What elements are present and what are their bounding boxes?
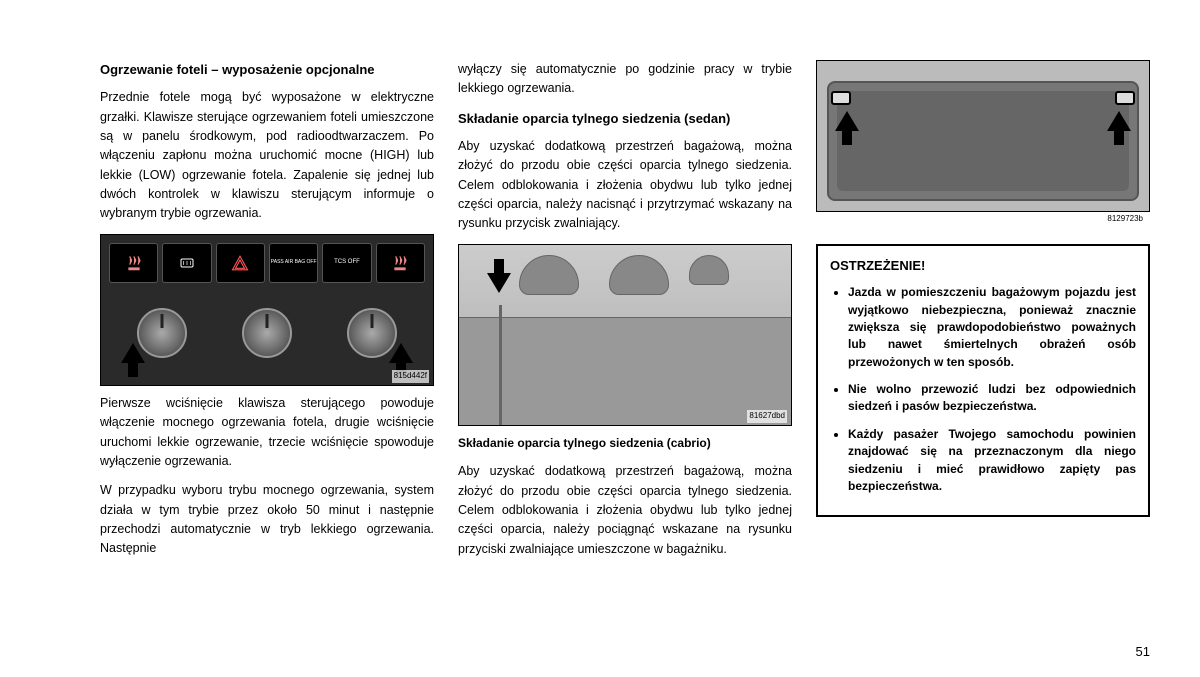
figure-rear-seat: 81627dbd <box>458 244 792 426</box>
heading-heated-seats: Ogrzewanie foteli – wyposażenie opcjonal… <box>100 60 434 80</box>
seat-heat-right-button <box>376 243 425 283</box>
page-columns: Ogrzewanie foteli – wyposażenie opcjonal… <box>100 60 1150 569</box>
arrow-up-icon <box>835 111 859 145</box>
paragraph: wyłączy się automatycznie po godzinie pr… <box>458 60 792 99</box>
airbag-off-button: PASS AIR BAG OFF <box>269 243 318 283</box>
column-1: Ogrzewanie foteli – wyposażenie opcjonal… <box>100 60 434 569</box>
warning-item: Jazda w pomieszczeniu bagażowym pojazdu … <box>848 284 1136 371</box>
paragraph: Pierwsze wciśnięcie klawisza sterującego… <box>100 394 434 472</box>
paragraph: Aby uzyskać dodatkową przestrzeń bagażow… <box>458 462 792 559</box>
figure-ref: 815d442f <box>392 370 429 382</box>
page-number: 51 <box>1136 644 1150 659</box>
heading-fold-seat-sedan: Składanie oparcia tylnego siedzenia (sed… <box>458 109 792 129</box>
warning-list: Jazda w pomieszczeniu bagażowym pojazdu … <box>830 284 1136 495</box>
paragraph: Aby uzyskać dodatkową przestrzeń bagażow… <box>458 137 792 234</box>
column-3: 8129723b OSTRZEŻENIE! Jazda w pomieszcze… <box>816 60 1150 569</box>
warning-item: Nie wolno przewozić ludzi bez odpowiedni… <box>848 381 1136 416</box>
tcs-off-button: TCS OFF <box>322 243 371 283</box>
figure-caption: Składanie oparcia tylnego siedzenia (cab… <box>458 434 792 453</box>
paragraph: W przypadku wyboru trybu mocnego ogrzewa… <box>100 481 434 559</box>
dial-center <box>242 308 292 358</box>
column-2: wyłączy się automatycznie po godzinie pr… <box>458 60 792 569</box>
hazard-button <box>216 243 265 283</box>
warning-title: OSTRZEŻENIE! <box>830 256 1136 276</box>
warning-box: OSTRZEŻENIE! Jazda w pomieszczeniu bagaż… <box>816 244 1150 517</box>
paragraph: Przednie fotele mogą być wyposażone w el… <box>100 88 434 224</box>
arrow-down-icon <box>487 259 511 293</box>
seat-heat-left-button <box>109 243 158 283</box>
defrost-button <box>162 243 211 283</box>
figure-trunk: 8129723b <box>816 60 1150 212</box>
figure-ref: 81627dbd <box>747 410 787 422</box>
arrow-up-icon <box>121 343 145 377</box>
warning-item: Każdy pasażer Twojego samochodu powinien… <box>848 426 1136 496</box>
arrow-up-icon <box>1107 111 1131 145</box>
figure-ref: 8129723b <box>1105 213 1145 225</box>
figure-control-panel: PASS AIR BAG OFF TCS OFF <box>100 234 434 386</box>
